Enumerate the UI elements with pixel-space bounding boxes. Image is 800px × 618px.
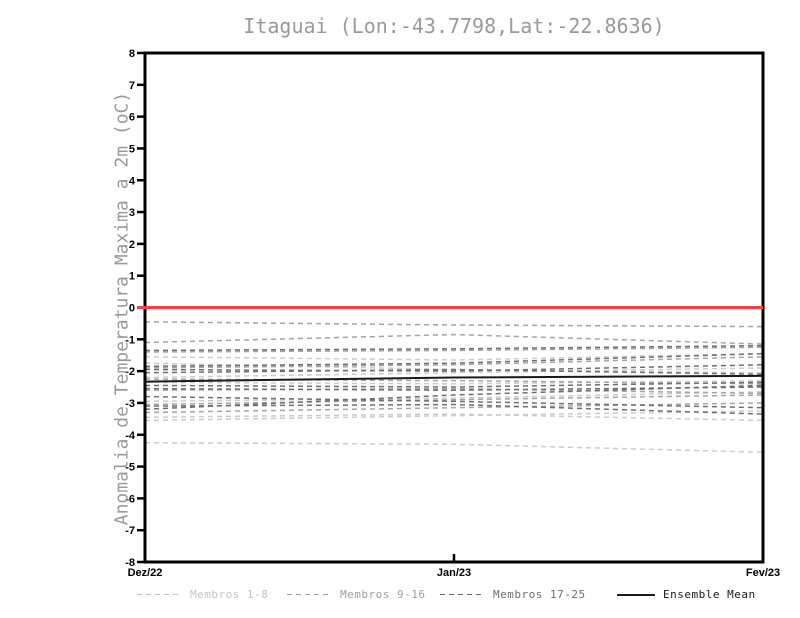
x-tick-label: Dez/22 — [128, 567, 163, 579]
legend-entry-membros-17-25: Membros 17-25 — [440, 588, 586, 601]
chart-title: Itaguai (Lon:-43.7798,Lat:-22.8636) — [243, 14, 665, 38]
y-tick-label: 6 — [129, 112, 135, 124]
ensemble-member-line — [144, 344, 764, 352]
y-tick-label: 7 — [129, 80, 135, 92]
legend-label: Membros 17-25 — [493, 588, 586, 601]
dashed-line-sample-icon — [137, 593, 182, 596]
y-tick-label: 3 — [129, 207, 135, 219]
dashed-line-sample-icon — [440, 593, 485, 596]
ensemble-mean-line — [144, 374, 764, 383]
y-tick-label: 8 — [129, 48, 135, 60]
ensemble-member-line — [144, 381, 764, 388]
dashed-line-sample-icon — [287, 593, 332, 596]
legend: Membros 1-8 Membros 9-16 Membros 17-25 E… — [0, 588, 800, 606]
legend-label: Membros 1-8 — [190, 588, 269, 601]
y-axis-label: Anomalia de Temperatura Maxima a 2m (oC) — [111, 91, 133, 526]
ensemble-member-line — [144, 356, 764, 369]
y-tick-label: 2 — [129, 239, 135, 251]
y-tick-label: 5 — [129, 143, 135, 155]
ensemble-member-line — [144, 395, 764, 409]
ensemble-member-line — [144, 402, 764, 414]
legend-entry-ensemble-mean: Ensemble Mean — [617, 588, 756, 601]
solid-line-sample-icon — [617, 593, 655, 596]
ensemble-member-line — [144, 384, 764, 411]
ensemble-member-line — [144, 352, 764, 361]
y-tick-label: -2 — [125, 366, 135, 378]
ensemble-member-line — [144, 352, 764, 368]
x-tick-label: Fev/23 — [746, 567, 780, 579]
y-tick-label: -6 — [125, 493, 135, 505]
ensemble-member-line — [144, 346, 764, 353]
legend-label: Ensemble Mean — [663, 588, 756, 601]
ensemble-member-line — [144, 403, 764, 415]
y-tick-label: -1 — [125, 334, 135, 346]
y-tick-label: -7 — [125, 525, 135, 537]
ensemble-member-line — [144, 391, 764, 403]
y-tick-label: -4 — [125, 430, 136, 442]
ensemble-member-line — [144, 367, 764, 379]
ensemble-member-line — [144, 333, 764, 345]
x-tick-label: Jan/23 — [437, 567, 471, 579]
legend-label: Membros 9-16 — [340, 588, 426, 601]
y-tick-label: 1 — [129, 271, 135, 283]
ensemble-member-line — [144, 413, 764, 422]
legend-entry-membros-1-8: Membros 1-8 — [137, 588, 268, 601]
ensemble-member-line — [144, 410, 764, 422]
y-tick-label: 0 — [129, 303, 135, 315]
ensemble-member-line — [144, 364, 764, 372]
ensemble-member-line — [144, 321, 764, 328]
y-tick-label: -3 — [125, 398, 135, 410]
ensemble-member-line — [144, 379, 764, 385]
ensemble-member-line — [144, 394, 764, 406]
y-tick-label: 4 — [129, 175, 136, 187]
ensemble-member-line — [144, 368, 764, 376]
legend-entry-membros-9-16: Membros 9-16 — [287, 588, 425, 601]
y-tick-label: -5 — [125, 462, 135, 474]
y-tick-label: -8 — [125, 557, 135, 569]
ensemble-member-line — [144, 441, 764, 453]
